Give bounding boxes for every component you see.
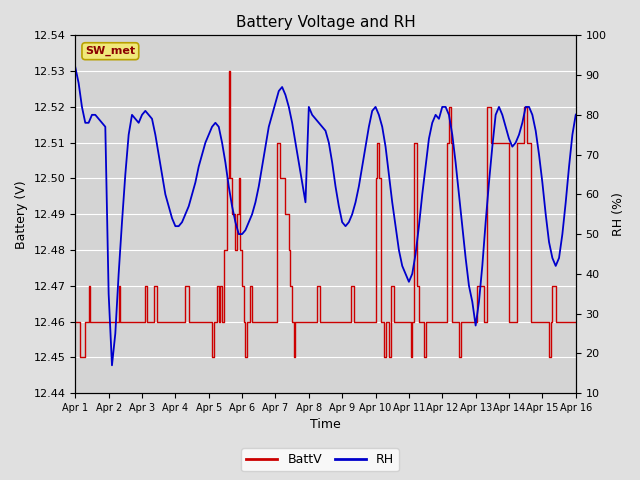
Text: SW_met: SW_met bbox=[85, 46, 136, 56]
X-axis label: Time: Time bbox=[310, 419, 341, 432]
Title: Battery Voltage and RH: Battery Voltage and RH bbox=[236, 15, 415, 30]
Legend: BattV, RH: BattV, RH bbox=[241, 448, 399, 471]
Y-axis label: Battery (V): Battery (V) bbox=[15, 180, 28, 249]
Y-axis label: RH (%): RH (%) bbox=[612, 192, 625, 236]
